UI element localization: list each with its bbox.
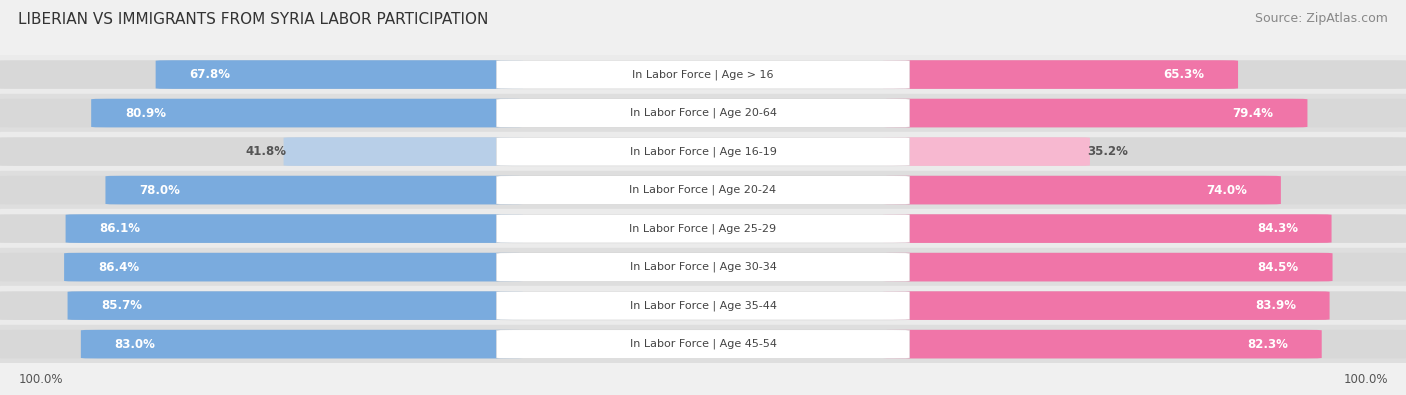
Text: In Labor Force | Age 35-44: In Labor Force | Age 35-44 bbox=[630, 300, 776, 311]
Text: 83.0%: 83.0% bbox=[115, 338, 156, 351]
FancyBboxPatch shape bbox=[883, 99, 1308, 128]
Text: 100.0%: 100.0% bbox=[1343, 373, 1388, 386]
FancyBboxPatch shape bbox=[496, 60, 910, 89]
FancyBboxPatch shape bbox=[496, 99, 910, 128]
FancyBboxPatch shape bbox=[65, 253, 523, 282]
Bar bbox=[0, 286, 1406, 325]
Text: 41.8%: 41.8% bbox=[246, 145, 287, 158]
FancyBboxPatch shape bbox=[496, 253, 910, 282]
FancyBboxPatch shape bbox=[496, 291, 910, 320]
Text: LIBERIAN VS IMMIGRANTS FROM SYRIA LABOR PARTICIPATION: LIBERIAN VS IMMIGRANTS FROM SYRIA LABOR … bbox=[18, 12, 489, 27]
Text: 79.4%: 79.4% bbox=[1233, 107, 1274, 120]
Text: 84.3%: 84.3% bbox=[1257, 222, 1298, 235]
FancyBboxPatch shape bbox=[496, 214, 910, 243]
Bar bbox=[0, 171, 1406, 209]
FancyBboxPatch shape bbox=[0, 99, 1406, 128]
Bar bbox=[0, 55, 1406, 94]
FancyBboxPatch shape bbox=[883, 137, 1090, 166]
Text: 80.9%: 80.9% bbox=[125, 107, 166, 120]
FancyBboxPatch shape bbox=[0, 291, 1406, 320]
FancyBboxPatch shape bbox=[67, 291, 523, 320]
FancyBboxPatch shape bbox=[0, 137, 1406, 166]
Text: 84.5%: 84.5% bbox=[1258, 261, 1299, 274]
Bar bbox=[0, 94, 1406, 132]
Text: 83.9%: 83.9% bbox=[1254, 299, 1296, 312]
Text: In Labor Force | Age 25-29: In Labor Force | Age 25-29 bbox=[630, 223, 776, 234]
FancyBboxPatch shape bbox=[284, 137, 523, 166]
Text: In Labor Force | Age 30-34: In Labor Force | Age 30-34 bbox=[630, 262, 776, 273]
Text: 65.3%: 65.3% bbox=[1163, 68, 1205, 81]
Text: In Labor Force | Age > 16: In Labor Force | Age > 16 bbox=[633, 69, 773, 80]
Text: In Labor Force | Age 16-19: In Labor Force | Age 16-19 bbox=[630, 146, 776, 157]
FancyBboxPatch shape bbox=[883, 60, 1239, 89]
FancyBboxPatch shape bbox=[0, 176, 1406, 205]
Bar bbox=[0, 325, 1406, 363]
FancyBboxPatch shape bbox=[105, 176, 523, 205]
FancyBboxPatch shape bbox=[91, 99, 523, 128]
Text: In Labor Force | Age 20-64: In Labor Force | Age 20-64 bbox=[630, 108, 776, 118]
FancyBboxPatch shape bbox=[496, 176, 910, 205]
Text: Source: ZipAtlas.com: Source: ZipAtlas.com bbox=[1254, 12, 1388, 25]
Text: 85.7%: 85.7% bbox=[101, 299, 142, 312]
Text: In Labor Force | Age 20-24: In Labor Force | Age 20-24 bbox=[630, 185, 776, 196]
Text: 100.0%: 100.0% bbox=[18, 373, 63, 386]
Text: 86.4%: 86.4% bbox=[98, 261, 139, 274]
FancyBboxPatch shape bbox=[496, 330, 910, 359]
FancyBboxPatch shape bbox=[156, 60, 523, 89]
FancyBboxPatch shape bbox=[883, 253, 1333, 282]
FancyBboxPatch shape bbox=[883, 330, 1322, 359]
FancyBboxPatch shape bbox=[883, 291, 1330, 320]
FancyBboxPatch shape bbox=[883, 214, 1331, 243]
FancyBboxPatch shape bbox=[496, 137, 910, 166]
FancyBboxPatch shape bbox=[0, 214, 1406, 243]
Text: 78.0%: 78.0% bbox=[139, 184, 180, 197]
FancyBboxPatch shape bbox=[66, 214, 523, 243]
FancyBboxPatch shape bbox=[0, 330, 1406, 359]
Text: 82.3%: 82.3% bbox=[1247, 338, 1288, 351]
Bar bbox=[0, 132, 1406, 171]
Text: In Labor Force | Age 45-54: In Labor Force | Age 45-54 bbox=[630, 339, 776, 350]
Text: 74.0%: 74.0% bbox=[1206, 184, 1247, 197]
Bar bbox=[0, 248, 1406, 286]
FancyBboxPatch shape bbox=[883, 176, 1281, 205]
FancyBboxPatch shape bbox=[0, 60, 1406, 89]
Bar bbox=[0, 209, 1406, 248]
FancyBboxPatch shape bbox=[82, 330, 523, 359]
Text: 67.8%: 67.8% bbox=[190, 68, 231, 81]
Text: 86.1%: 86.1% bbox=[100, 222, 141, 235]
Text: 35.2%: 35.2% bbox=[1087, 145, 1128, 158]
FancyBboxPatch shape bbox=[0, 253, 1406, 282]
